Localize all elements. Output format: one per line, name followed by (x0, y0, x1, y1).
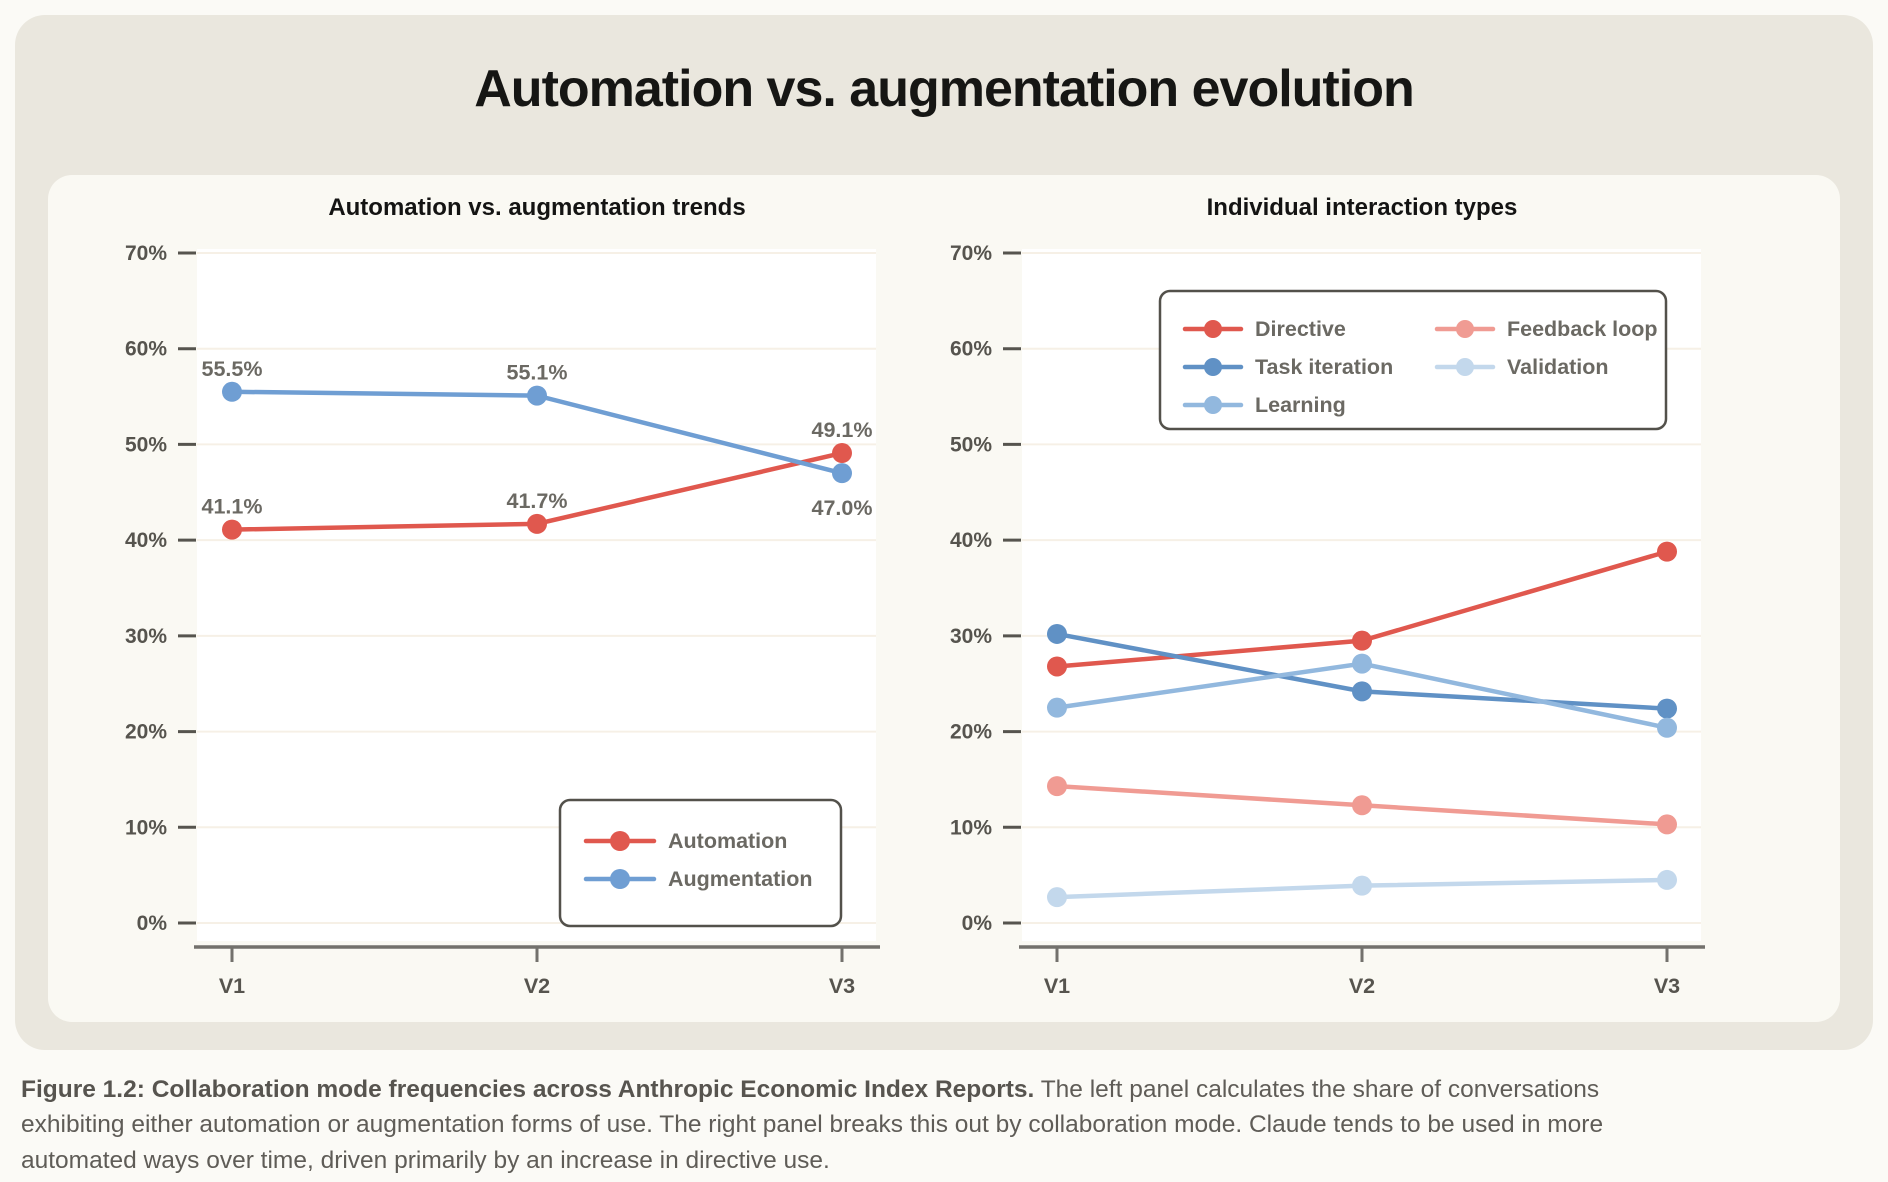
data-point-feedback-loop-v2 (1352, 795, 1372, 816)
y-tick-label: 70% (950, 242, 992, 265)
left-chart-title: Automation vs. augmentation trends (328, 194, 746, 221)
right-chart: Individual interaction types 0% 10% 20% 30%… (883, 188, 1763, 1021)
right-chart-svg: 0% 10% 20% 30% 40% 50% 60% 70% V1 V2 V3 Directive Ta… (950, 242, 1705, 998)
x-tick-label: V3 (1654, 974, 1680, 998)
left-chart: Automation vs. augmentation trends 0% 10%… (58, 188, 938, 1021)
data-point-automation-v3 (832, 443, 852, 464)
y-tick-label: 30% (125, 625, 167, 648)
data-point-validation-v1 (1047, 887, 1067, 908)
y-tick-label: 20% (125, 721, 167, 744)
y-tick-label: 30% (950, 625, 992, 648)
y-tick-label: 10% (950, 816, 992, 839)
data-point-learning-v1 (1047, 697, 1067, 718)
data-point-automation-v1 (222, 519, 242, 540)
legend-item-feedback-loop: Feedback loop (1507, 317, 1658, 341)
legend-item-validation: Validation (1507, 355, 1609, 379)
point-label: 47.0% (812, 496, 873, 520)
data-point-automation-v2 (527, 513, 547, 534)
legend-item-directive: Directive (1255, 317, 1346, 341)
legend-swatch-dot (1204, 396, 1222, 414)
data-point-validation-v2 (1352, 875, 1372, 896)
figure-title: Automation vs. augmentation evolution (474, 60, 1414, 118)
legend-swatch-dot (1204, 358, 1222, 376)
data-point-augmentation-v2 (527, 385, 547, 406)
caption-figure-label: Figure 1.2: Collaboration mode frequenci… (21, 1076, 1035, 1103)
y-tick-label: 50% (950, 433, 992, 456)
y-tick-label: 50% (125, 433, 167, 456)
data-point-task-iteration-v1 (1047, 623, 1067, 644)
legend-swatch-dot (1204, 320, 1222, 338)
x-tick-label: V2 (524, 974, 550, 998)
data-point-feedback-loop-v3 (1657, 814, 1677, 835)
point-label: 41.1% (202, 495, 263, 519)
legend-swatch-dot (1456, 358, 1474, 376)
data-point-learning-v3 (1657, 717, 1677, 738)
charts-panel: Automation vs. augmentation trends 0% 10%… (48, 175, 1840, 1022)
y-tick-label: 70% (125, 242, 167, 265)
legend-item-augmentation: Augmentation (668, 867, 813, 891)
data-point-augmentation-v3 (832, 463, 852, 484)
legend-swatch-dot (610, 869, 630, 889)
data-point-validation-v3 (1657, 869, 1677, 890)
data-point-directive-v2 (1352, 630, 1372, 651)
figure-caption: Figure 1.2: Collaboration mode frequenci… (21, 1072, 1661, 1178)
y-tick-label: 40% (950, 529, 992, 552)
point-label: 41.7% (507, 489, 568, 513)
data-point-directive-v1 (1047, 656, 1067, 677)
x-tick-label: V2 (1349, 974, 1375, 998)
y-tick-label: 40% (125, 529, 167, 552)
point-label: 55.1% (507, 361, 568, 385)
legend-item-task-iteration: Task iteration (1255, 355, 1393, 379)
y-tick-label: 0% (137, 912, 168, 935)
data-point-learning-v2 (1352, 653, 1372, 674)
data-point-task-iteration-v2 (1352, 681, 1372, 702)
y-tick-label: 0% (962, 912, 993, 935)
point-label: 55.5% (202, 357, 263, 381)
data-point-feedback-loop-v1 (1047, 776, 1067, 797)
legend-swatch-dot (610, 831, 630, 851)
data-point-directive-v3 (1657, 541, 1677, 562)
legend-item-automation: Automation (668, 829, 787, 853)
caption-text: The left panel calculates the share of c… (21, 1076, 1604, 1174)
figure-card: Automation vs. augmentation evolution Au… (15, 15, 1873, 1050)
data-point-augmentation-v1 (222, 381, 242, 402)
y-tick-label: 60% (125, 338, 167, 361)
x-tick-label: V1 (219, 974, 245, 998)
legend-item-learning: Learning (1255, 393, 1346, 417)
right-chart-title: Individual interaction types (1206, 194, 1518, 221)
data-point-task-iteration-v3 (1657, 698, 1677, 719)
legend-box (558, 798, 843, 928)
point-label: 49.1% (812, 418, 873, 442)
x-tick-label: V1 (1044, 974, 1070, 998)
legend-box (1158, 289, 1668, 431)
legend-swatch-dot (1456, 320, 1474, 338)
y-tick-label: 60% (950, 338, 992, 361)
left-chart-svg: 0% 10% 20% 30% 40% 50% 60% 70% V1 V2 V3 41.1% 41.7% 4… (125, 242, 880, 998)
y-tick-label: 20% (950, 721, 992, 744)
x-tick-label: V3 (829, 974, 855, 998)
y-tick-label: 10% (125, 816, 167, 839)
